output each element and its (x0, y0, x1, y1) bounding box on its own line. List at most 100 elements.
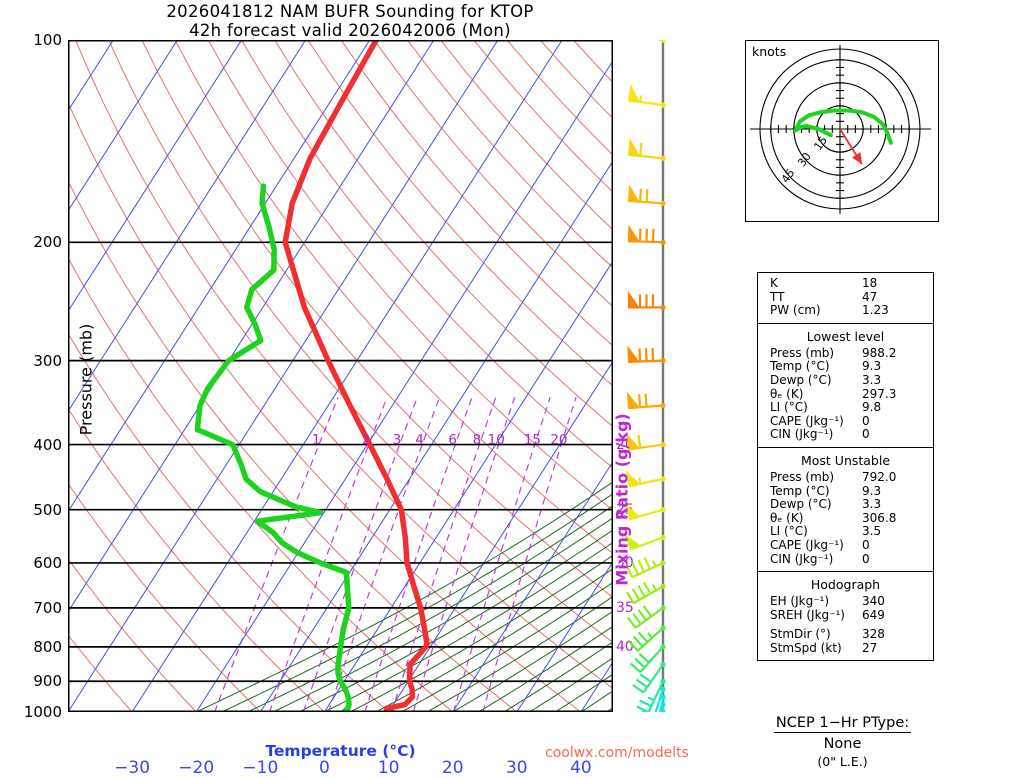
temp-tick--10: −10 (242, 758, 278, 778)
lowest-level-value: 297.3 (862, 388, 896, 402)
hodograph-trace (795, 111, 890, 143)
lowest-level-key: CAPE (Jkg⁻¹) (770, 415, 862, 429)
most-unstable-row: Press (mb)792.0 (758, 471, 933, 485)
lowest-level-row: Dewp (°C)3.3 (758, 374, 933, 388)
hodograph-stat-key: StmDir (°) (770, 628, 862, 642)
wind-barb-column (613, 40, 733, 712)
temp-tick-20: 20 (442, 758, 464, 778)
most-unstable-value: 0 (862, 539, 870, 553)
index-key: K (770, 277, 862, 291)
hodograph-stat-key: EH (Jkg⁻¹) (770, 595, 862, 609)
temp-tick-30: 30 (506, 758, 528, 778)
watermark: coolwx.com/modelts (545, 745, 689, 761)
temp-tick--30: −30 (114, 758, 150, 778)
ptype-value: None (745, 736, 940, 752)
pressure-tick-900: 900 (2, 672, 68, 690)
index-key: TT (770, 291, 862, 305)
most-unstable-row: Temp (°C)9.3 (758, 485, 933, 499)
title-line-1: 2026041812 NAM BUFR Sounding for KTOP (0, 2, 700, 21)
temp-tick--20: −20 (178, 758, 214, 778)
lowest-level-row: LI (°C)9.8 (758, 401, 933, 415)
most-unstable-value: 3.3 (862, 498, 881, 512)
ptype-header: NCEP 1−Hr PType: (774, 715, 911, 733)
lowest-level-row: CAPE (Jkg⁻¹)0 (758, 415, 933, 429)
most-unstable-key: LI (°C) (770, 525, 862, 539)
mixing-ratio-label-3: 3 (393, 432, 402, 448)
hodograph-stat-value: 649 (862, 609, 885, 623)
index-value: 1.23 (862, 304, 889, 318)
lowest-level-header: Lowest level (758, 328, 933, 347)
most-unstable-row: θₑ (K)306.8 (758, 512, 933, 526)
hodograph-stat-key: SREH (Jkg⁻¹) (770, 609, 862, 623)
title-line-2: 42h forecast valid 2026042006 (Mon) (0, 21, 700, 40)
most-unstable-value: 306.8 (862, 512, 896, 526)
pressure-tick-1000: 1000 (2, 703, 68, 721)
temp-tick-40: 40 (570, 758, 592, 778)
lowest-level-key: LI (°C) (770, 401, 862, 415)
lowest-level-key: CIN (Jkg⁻¹) (770, 428, 862, 442)
lowest-level-value: 9.3 (862, 360, 881, 374)
hodograph-stat-value: 328 (862, 628, 885, 642)
mixing-ratio-label-20: 20 (550, 432, 567, 448)
mixing-ratio-label-6: 6 (448, 432, 457, 448)
most-unstable-row: Dewp (°C)3.3 (758, 498, 933, 512)
pressure-tick-800: 800 (2, 638, 68, 656)
pressure-tick-500: 500 (2, 501, 68, 519)
mixing-ratio-label-8: 8 (473, 432, 482, 448)
most-unstable-value: 0 (862, 553, 870, 567)
hodograph-units-label: knots (752, 44, 786, 59)
most-unstable-row: CIN (Jkg⁻¹)0 (758, 553, 933, 567)
lowest-level-row: Temp (°C)9.3 (758, 360, 933, 374)
lowest-level-row: CIN (Jkg⁻¹)0 (758, 428, 933, 442)
mixing-ratio-label-15: 15 (524, 432, 541, 448)
index-row: PW (cm)1.23 (758, 304, 933, 318)
lowest-level-value: 9.8 (862, 401, 881, 415)
most-unstable-row: LI (°C)3.5 (758, 525, 933, 539)
most-unstable-key: CAPE (Jkg⁻¹) (770, 539, 862, 553)
lowest-level-key: θₑ (K) (770, 388, 862, 402)
lowest-level-value: 0 (862, 415, 870, 429)
most-unstable-value: 792.0 (862, 471, 896, 485)
most-unstable-header: Most Unstable (758, 452, 933, 471)
svg-text:45: 45 (779, 166, 798, 185)
hodograph-stat-row: StmSpd (kt)27 (758, 642, 933, 656)
pressure-tick-700: 700 (2, 599, 68, 617)
ptype-liquid-equivalent: (0" L.E.) (745, 754, 940, 769)
most-unstable-row: CAPE (Jkg⁻¹)0 (758, 539, 933, 553)
most-unstable-key: Temp (°C) (770, 485, 862, 499)
temp-tick-0: 0 (319, 758, 330, 778)
lowest-level-value: 0 (862, 428, 870, 442)
most-unstable-value: 3.5 (862, 525, 881, 539)
svg-text:15: 15 (811, 134, 830, 153)
temp-tick-10: 10 (378, 758, 400, 778)
most-unstable-key: Dewp (°C) (770, 498, 862, 512)
mixing-ratio-label-1: 1 (312, 432, 321, 448)
most-unstable-key: CIN (Jkg⁻¹) (770, 553, 862, 567)
hodograph-stat-value: 27 (862, 642, 877, 656)
pressure-axis-label: Pressure (mb) (77, 300, 96, 460)
pressure-tick-200: 200 (2, 233, 68, 251)
pressure-tick-100: 100 (2, 31, 68, 49)
lowest-level-value: 988.2 (862, 347, 896, 361)
index-key: PW (cm) (770, 304, 862, 318)
chart-title: 2026041812 NAM BUFR Sounding for KTOP 42… (0, 2, 700, 40)
mixing-ratio-label-2: 2 (362, 432, 371, 448)
most-unstable-value: 9.3 (862, 485, 881, 499)
hodograph-stat-row: EH (Jkg⁻¹)340 (758, 595, 933, 609)
hodograph-stat-value: 340 (862, 595, 885, 609)
pressure-tick-400: 400 (2, 436, 68, 454)
hodograph-stat-key: StmSpd (kt) (770, 642, 862, 656)
pressure-tick-600: 600 (2, 554, 68, 572)
lowest-level-key: Dewp (°C) (770, 374, 862, 388)
most-unstable-key: θₑ (K) (770, 512, 862, 526)
lowest-level-row: θₑ (K)297.3 (758, 388, 933, 402)
